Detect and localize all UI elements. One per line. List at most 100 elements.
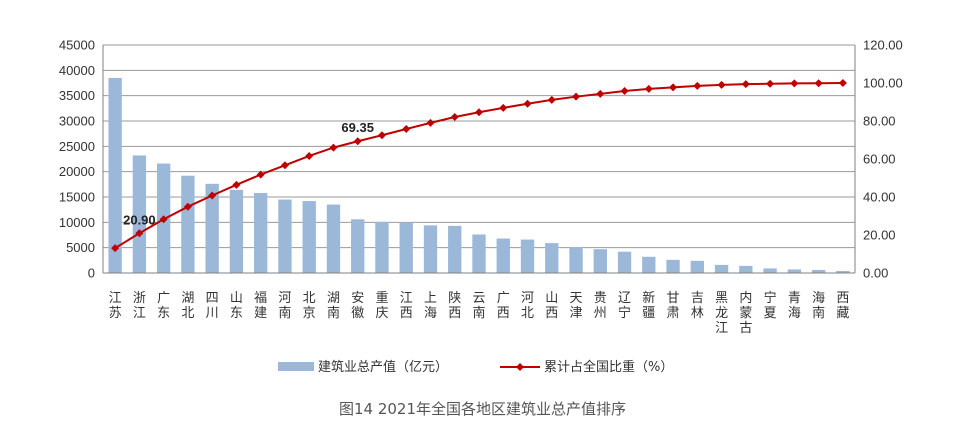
line-point <box>183 202 192 211</box>
line-point <box>475 108 483 117</box>
x-tick-label: 上海 <box>424 291 437 321</box>
line-point <box>814 79 823 88</box>
y-left-tick-label: 20000 <box>59 164 95 179</box>
y-right-tick-label: 80.00 <box>863 114 896 129</box>
bar <box>351 219 365 273</box>
legend-swatch-bar <box>278 362 314 371</box>
data-label: 20.90 <box>123 212 156 227</box>
bar <box>205 183 219 273</box>
bar <box>108 77 122 273</box>
x-tick-label: 宁夏 <box>764 290 777 321</box>
line-point <box>741 80 750 89</box>
line-point <box>135 229 144 238</box>
x-tick-label: 吉林 <box>691 291 704 321</box>
y-left-tick-label: 25000 <box>59 139 95 154</box>
bar <box>545 243 559 273</box>
bar <box>375 221 389 273</box>
bar <box>714 264 729 273</box>
bar <box>593 249 607 273</box>
bar <box>448 225 462 273</box>
x-tick-label: 内蒙古 <box>739 290 752 336</box>
bar <box>326 204 341 273</box>
line-point <box>717 80 726 89</box>
line-point <box>256 170 265 179</box>
bar <box>569 247 583 273</box>
line-point <box>596 89 605 98</box>
x-tick-label: 江苏 <box>109 291 122 321</box>
line-point <box>644 84 653 93</box>
x-tick-label: 四川 <box>206 291 219 321</box>
y-left-tick-label: 35000 <box>59 88 95 103</box>
bar <box>181 175 195 273</box>
x-tick-label: 福建 <box>254 291 267 321</box>
bar <box>132 155 147 273</box>
x-tick-label: 浙江 <box>133 291 146 321</box>
line-point <box>305 151 314 160</box>
x-tick-label: 西藏 <box>836 291 849 321</box>
x-tick-label: 山东 <box>230 291 243 321</box>
x-tick-label: 海南 <box>812 291 825 321</box>
line-point <box>280 161 289 170</box>
bar <box>617 251 632 273</box>
x-tick-label: 贵州 <box>594 291 607 321</box>
figure-caption: 图14 2021年全国各地区建筑业总产值排序 <box>338 400 627 418</box>
x-tick-label: 新疆 <box>642 290 655 321</box>
y-left-tick-label: 45000 <box>59 38 95 53</box>
legend-swatch-marker <box>516 363 524 371</box>
x-tick-label: 青海 <box>788 291 801 321</box>
legend-label-line: 累计占全国比重（%） <box>544 359 673 375</box>
line-point <box>620 86 629 95</box>
bar <box>472 234 486 273</box>
line-point <box>766 79 775 88</box>
x-tick-label: 天津 <box>570 291 583 321</box>
bar <box>836 270 850 273</box>
legend-label-bar: 建筑业总产值（亿元） <box>318 359 448 375</box>
bar <box>423 225 438 273</box>
x-tick-label: 湖南 <box>327 291 340 321</box>
y-left-tick-label: 30000 <box>59 114 95 129</box>
line-point <box>232 180 241 189</box>
legend: 建筑业总产值（亿元） 累计占全国比重（%） <box>278 359 673 375</box>
bar <box>739 265 753 273</box>
y-right-tick-label: 120.00 <box>863 38 903 53</box>
pareto-chart: 0 5000 10000 15000 20000 25000 30000 35000 40000… <box>59 38 903 376</box>
x-tick-label: 山西 <box>545 291 558 321</box>
bar <box>666 259 680 273</box>
x-tick-label: 陕西 <box>448 291 461 321</box>
y-left-tick-label: 10000 <box>59 215 95 230</box>
x-tick-label: 安徽 <box>351 291 364 321</box>
line-point <box>499 103 508 112</box>
x-tick-label: 湖北 <box>181 291 194 321</box>
x-tick-label: 河南 <box>278 291 291 321</box>
y-right-tick-label: 0.00 <box>863 266 888 281</box>
line-point <box>377 131 386 140</box>
y-right-tick-label: 100.00 <box>863 76 903 91</box>
bar <box>229 189 244 273</box>
x-tick-label: 黑龙江 <box>715 291 728 336</box>
line-point <box>547 95 556 104</box>
line-point <box>523 99 532 108</box>
data-label: 69.35 <box>341 120 374 135</box>
line-point <box>402 124 411 133</box>
y-right-tick-label: 20.00 <box>863 228 896 243</box>
y-left-tick-label: 15000 <box>59 190 95 205</box>
data-annotations: 20.90 69.35 <box>123 120 374 227</box>
cumulative-line <box>114 82 843 249</box>
bar <box>399 222 413 273</box>
y-left-tick-label: 40000 <box>59 63 95 78</box>
line-point <box>426 118 435 127</box>
line-point <box>790 79 799 88</box>
bar <box>787 269 802 273</box>
line-point <box>159 215 168 224</box>
line-point <box>353 137 362 146</box>
x-tick-label: 北京 <box>303 291 316 321</box>
x-tick-label: 重庆 <box>375 290 388 321</box>
bar <box>763 268 777 273</box>
x-tick-label: 江西 <box>400 291 413 321</box>
y-right-tick-label: 60.00 <box>863 152 896 167</box>
bar <box>520 239 535 273</box>
bar-series-output-value <box>108 77 850 273</box>
x-tick-label: 广东 <box>157 291 170 321</box>
chart-axes <box>102 45 856 274</box>
y-left-tick-label: 0 <box>88 266 95 281</box>
